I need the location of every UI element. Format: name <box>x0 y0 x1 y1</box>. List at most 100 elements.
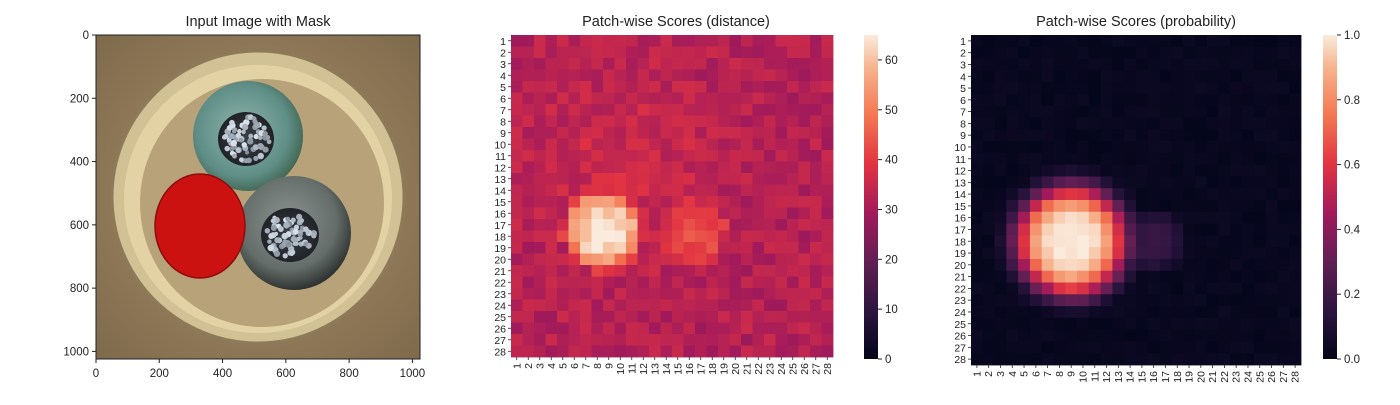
heatmap-cell <box>1253 105 1267 118</box>
heatmap-cell <box>1136 35 1149 48</box>
heatmap-cell <box>1171 306 1184 319</box>
y-tick-label: 12 <box>494 162 506 174</box>
heatmap-cell <box>1112 129 1125 142</box>
heatmap-cell <box>1194 117 1208 130</box>
heatmap-cell <box>821 127 834 139</box>
heatmap-cell <box>1183 294 1196 307</box>
heatmap-cell <box>1230 58 1243 71</box>
heatmap-cell <box>580 299 592 312</box>
heatmap-cell <box>1159 270 1172 283</box>
heatmap-cell <box>1041 294 1054 307</box>
heatmap-cell <box>994 258 1007 272</box>
heatmap-cell <box>683 311 696 323</box>
heatmap-cell <box>649 69 661 82</box>
heatmap-cell <box>637 173 650 185</box>
heatmap-cell <box>511 196 523 208</box>
y-tick-label: 17 <box>954 224 966 236</box>
heatmap-cell <box>1029 35 1043 48</box>
input-image-x-axis: 0 200 400 600 800 1000 <box>93 359 425 380</box>
x-tick-label: 2 <box>523 363 535 369</box>
x-tick-label: 22 <box>753 363 765 375</box>
heatmap-cell <box>1006 176 1019 189</box>
heatmap-cell <box>1218 46 1231 59</box>
heatmap-cell <box>741 276 753 289</box>
heatmap-cell <box>775 207 788 220</box>
colorbar-tick-label: 0.4 <box>1344 224 1361 236</box>
heatmap-cell <box>614 288 627 300</box>
heatmap-cell <box>787 334 799 346</box>
heatmap-cell <box>1230 341 1243 354</box>
heatmap-cell <box>1100 341 1113 354</box>
heatmap-cell <box>649 138 661 151</box>
heatmap-cell <box>580 334 592 346</box>
heatmap-cell <box>672 92 684 105</box>
heatmap-cell <box>775 127 788 139</box>
heatmap-cell <box>1218 93 1231 107</box>
heatmap-cell <box>1206 93 1219 107</box>
heatmap-cell <box>660 288 673 300</box>
heatmap-cell <box>683 69 696 82</box>
heatmap-cell <box>1112 306 1125 319</box>
heatmap-cell <box>1218 117 1231 130</box>
x-tick-label: 15 <box>1136 371 1148 383</box>
heatmap-cell <box>1230 105 1243 118</box>
heatmap-cell <box>752 127 765 139</box>
heatmap-cell <box>1147 317 1160 331</box>
heatmap-cell <box>741 322 753 335</box>
x-tick-label: 19 <box>718 363 730 375</box>
heatmap-cell <box>1124 82 1137 95</box>
heatmap-cell <box>706 58 719 70</box>
heatmap-cell <box>1100 58 1113 71</box>
heatmap-cell <box>1053 117 1066 130</box>
heatmap-cell <box>1077 306 1090 319</box>
heatmap-cell <box>637 184 650 197</box>
y-tick-label: 18 <box>494 231 506 243</box>
heatmap-cell <box>649 207 661 220</box>
heatmap-cell <box>1077 211 1090 224</box>
x-tick-label: 400 <box>213 368 232 380</box>
heatmap-cell <box>1136 46 1149 59</box>
heatmap-cell <box>1124 176 1137 189</box>
heatmap-cell <box>752 173 765 185</box>
heatmap-cell <box>1265 211 1278 224</box>
heatmap-cell <box>718 242 730 254</box>
heatmap-cell <box>1183 46 1196 59</box>
heatmap-cell <box>821 196 834 208</box>
heatmap-cell <box>683 276 696 289</box>
heatmap-cell <box>695 288 707 300</box>
heatmap-cell <box>994 317 1007 331</box>
y-tick-label: 20 <box>954 260 966 272</box>
heatmap-cell <box>1277 247 1290 260</box>
heatmap-cell <box>1171 341 1184 354</box>
heatmap-cell <box>591 184 604 197</box>
heatmap-cell <box>522 127 535 139</box>
heatmap-cell <box>568 104 581 116</box>
heatmap-cell <box>798 242 811 254</box>
heatmap-cell <box>614 81 627 93</box>
heatmap-cell <box>695 207 707 220</box>
heatmap-cell <box>1171 294 1184 307</box>
heatmap-cell <box>1171 164 1184 177</box>
y-tick-label: 14 <box>494 185 506 197</box>
heatmap-cell <box>982 93 995 107</box>
heatmap-cell <box>1077 341 1090 354</box>
heatmap-cell <box>775 265 788 277</box>
heatmap-cell <box>568 253 581 266</box>
heatmap-cell <box>1136 93 1149 107</box>
heatmap-cell <box>545 35 558 47</box>
heatmap-cell <box>982 200 995 213</box>
heatmap-cell <box>1100 93 1113 107</box>
heatmap-cell <box>626 288 638 300</box>
heatmap-cell <box>591 322 604 335</box>
heatmap-cell <box>683 196 696 208</box>
heatmap-cell <box>545 334 558 346</box>
heatmap-cell <box>810 196 822 208</box>
heatmap-cell <box>982 258 995 272</box>
strand <box>226 125 233 131</box>
heatmap-cell <box>1289 294 1302 307</box>
heatmap-cell <box>994 117 1007 130</box>
heatmap-cell <box>1077 235 1090 248</box>
heatmap-cell <box>787 322 799 335</box>
heatmap-cell <box>752 58 765 70</box>
